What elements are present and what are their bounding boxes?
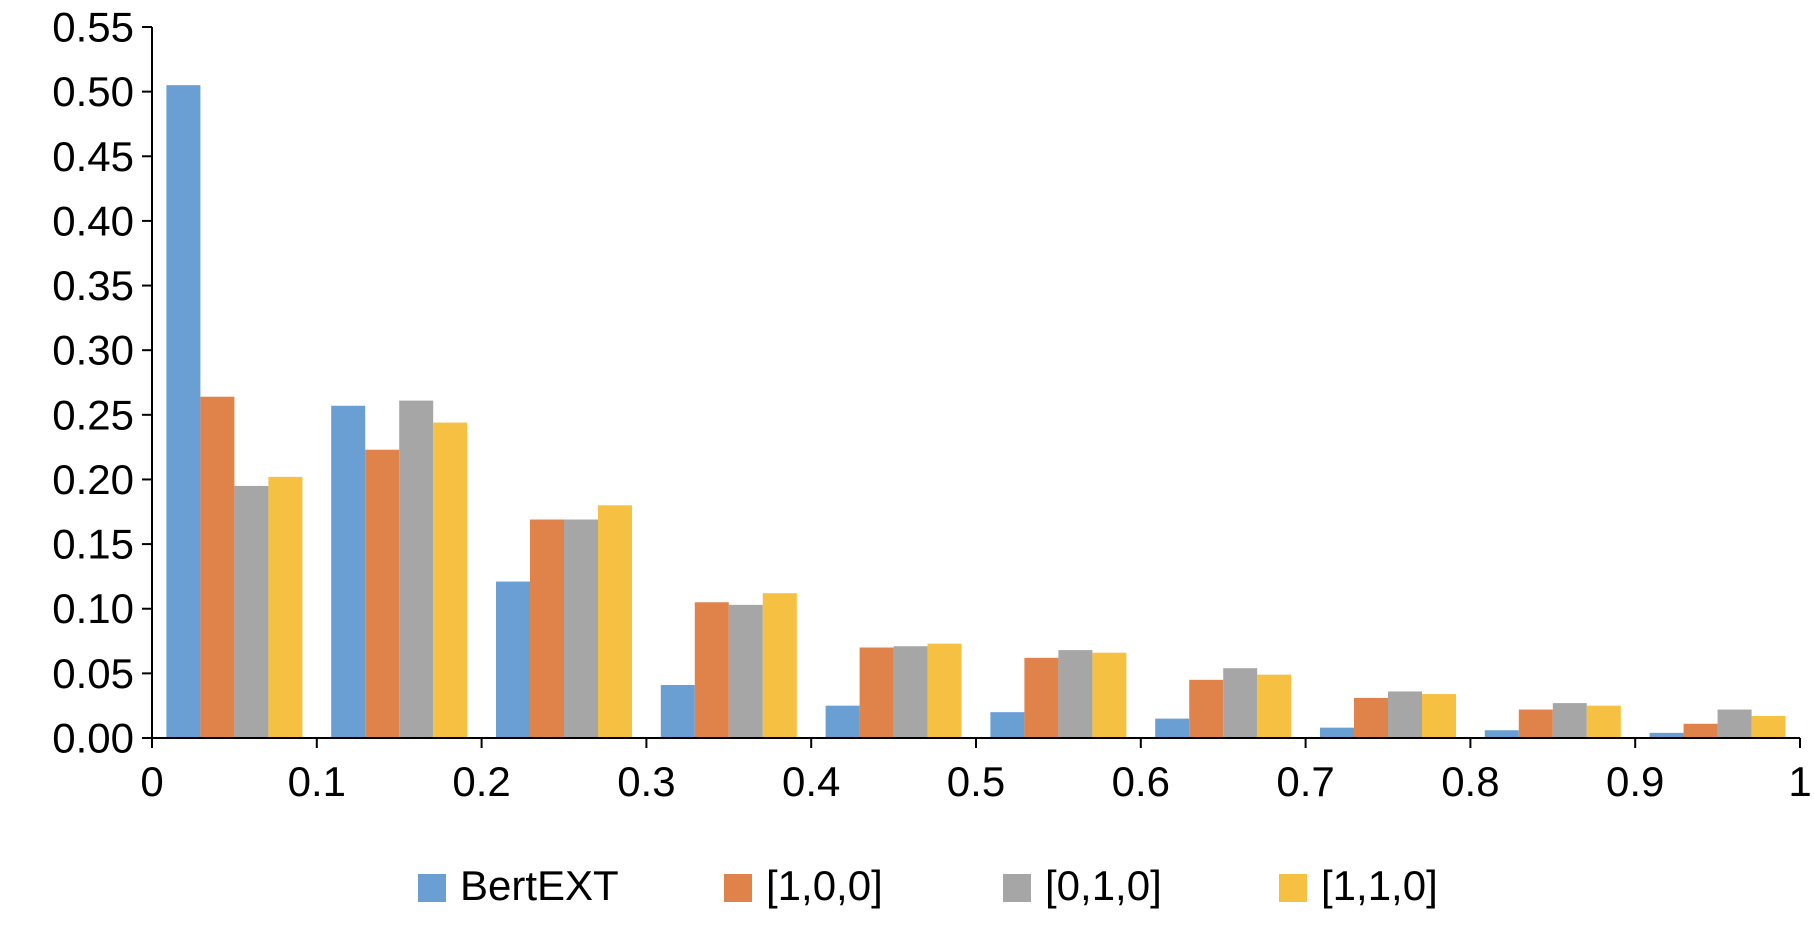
bar bbox=[762, 593, 797, 738]
x-tick-label: 0.2 bbox=[452, 758, 510, 805]
bar bbox=[1518, 709, 1553, 738]
bar-group bbox=[990, 650, 1127, 738]
bar bbox=[927, 643, 962, 738]
bar-group bbox=[1320, 691, 1456, 738]
y-tick-label: 0.00 bbox=[52, 715, 134, 762]
bar bbox=[433, 422, 468, 738]
bar bbox=[1552, 703, 1587, 738]
bar bbox=[365, 449, 400, 738]
y-tick-label: 0.45 bbox=[52, 133, 134, 180]
bar bbox=[1717, 709, 1752, 738]
bar bbox=[1422, 694, 1456, 738]
x-tick-label: 0.9 bbox=[1606, 758, 1664, 805]
y-tick-label: 0.15 bbox=[52, 521, 134, 568]
bar bbox=[1751, 716, 1786, 738]
bar bbox=[530, 519, 564, 738]
bar-group bbox=[1484, 703, 1621, 738]
axes-layer: 0.000.050.100.150.200.250.300.350.400.45… bbox=[52, 4, 1811, 806]
y-tick-label: 0.20 bbox=[52, 456, 134, 503]
bar-group bbox=[1155, 668, 1292, 738]
bar bbox=[1649, 732, 1684, 738]
legend-label: [1,1,0] bbox=[1321, 862, 1438, 909]
y-tick-label: 0.40 bbox=[52, 197, 134, 244]
bar bbox=[399, 400, 434, 738]
x-tick-label: 0.6 bbox=[1112, 758, 1170, 805]
bar-group bbox=[825, 643, 962, 738]
bar-group bbox=[166, 85, 303, 739]
y-tick-label: 0.35 bbox=[52, 262, 134, 309]
legend-label: [1,0,0] bbox=[766, 862, 883, 909]
legend-swatch bbox=[418, 874, 446, 902]
y-tick-label: 0.50 bbox=[52, 68, 134, 115]
bar bbox=[1024, 657, 1059, 738]
x-tick-label: 0.8 bbox=[1441, 758, 1499, 805]
legend-item: [1,1,0] bbox=[1279, 862, 1438, 909]
bar-group bbox=[1649, 709, 1786, 738]
bar bbox=[496, 581, 530, 738]
y-tick-label: 0.25 bbox=[52, 391, 134, 438]
legend-swatch bbox=[1279, 874, 1307, 902]
bar bbox=[564, 519, 598, 738]
bar bbox=[1388, 691, 1422, 738]
bar-group bbox=[496, 505, 632, 738]
bar bbox=[1058, 650, 1093, 738]
bar bbox=[1683, 723, 1718, 738]
y-tick-label: 0.30 bbox=[52, 327, 134, 374]
bar bbox=[1354, 697, 1388, 738]
x-tick-label: 0 bbox=[140, 758, 163, 805]
bar bbox=[728, 604, 763, 738]
bar bbox=[1586, 705, 1621, 738]
bar bbox=[1484, 730, 1519, 738]
bar bbox=[598, 505, 632, 738]
legend-swatch bbox=[724, 874, 752, 902]
bar bbox=[1320, 727, 1354, 738]
bar bbox=[1092, 652, 1127, 738]
legend-item: [1,0,0] bbox=[724, 862, 883, 909]
bar bbox=[1223, 668, 1258, 738]
bar bbox=[1155, 718, 1190, 738]
bar bbox=[331, 405, 366, 738]
x-tick-label: 0.7 bbox=[1276, 758, 1334, 805]
legend-label: BertEXT bbox=[460, 862, 619, 909]
legend: BertEXT [1,0,0] [0,1,0] [1,1,0] bbox=[418, 862, 1438, 909]
bar bbox=[1189, 679, 1224, 738]
bar bbox=[825, 705, 860, 738]
x-tick-label: 0.3 bbox=[617, 758, 675, 805]
legend-swatch bbox=[1003, 874, 1031, 902]
bar bbox=[166, 85, 201, 739]
x-tick-label: 1 bbox=[1788, 758, 1811, 805]
bar bbox=[694, 602, 729, 738]
legend-label: [0,1,0] bbox=[1045, 862, 1162, 909]
y-tick-label: 0.10 bbox=[52, 585, 134, 632]
bars-layer bbox=[166, 85, 1786, 739]
bar bbox=[234, 485, 269, 738]
bar-group bbox=[660, 593, 797, 738]
legend-item: [0,1,0] bbox=[1003, 862, 1162, 909]
bar bbox=[660, 685, 695, 738]
y-tick-label: 0.55 bbox=[52, 4, 134, 51]
x-tick-label: 0.1 bbox=[288, 758, 346, 805]
x-tick-label: 0.5 bbox=[947, 758, 1005, 805]
x-tick-label: 0.4 bbox=[782, 758, 840, 805]
legend-item: BertEXT bbox=[418, 862, 619, 909]
bar bbox=[200, 396, 235, 738]
bar-group bbox=[331, 400, 468, 738]
y-tick-label: 0.05 bbox=[52, 650, 134, 697]
bar bbox=[1257, 674, 1292, 738]
bar bbox=[990, 712, 1025, 738]
bar bbox=[268, 476, 303, 738]
bar bbox=[859, 647, 894, 738]
bar bbox=[893, 646, 928, 738]
